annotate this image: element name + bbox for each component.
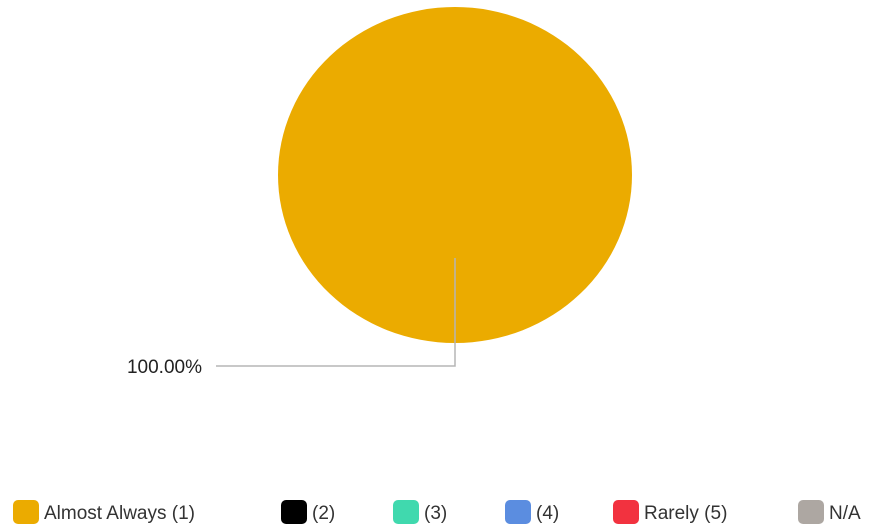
legend-label-3: (3) [424, 503, 447, 524]
legend-item-6: N/A [798, 500, 861, 524]
legend-item-2: (2) [281, 500, 335, 524]
pie-slices [278, 7, 632, 343]
legend-item-5: Rarely (5) [613, 500, 727, 524]
legend-label-6: N/A [829, 503, 861, 524]
legend: Almost Always (1) (2) (3) (4) Rarely (5) N/A [13, 500, 861, 524]
legend-swatch-6 [798, 500, 824, 524]
legend-swatch-3 [393, 500, 419, 524]
leader-line-1 [216, 258, 456, 367]
legend-item-4: (4) [505, 500, 559, 524]
legend-swatch-1 [13, 500, 39, 524]
legend-swatch-5 [613, 500, 639, 524]
legend-swatch-2 [281, 500, 307, 524]
data-labels: 100.00% [127, 258, 456, 378]
legend-item-3: (3) [393, 500, 447, 524]
legend-label-2: (2) [312, 503, 335, 524]
pie-slice-1 [278, 7, 632, 343]
data-label-1: 100.00% [127, 357, 202, 378]
legend-item-1: Almost Always (1) [13, 500, 195, 524]
legend-label-1: Almost Always (1) [44, 503, 195, 524]
legend-swatch-4 [505, 500, 531, 524]
legend-label-5: Rarely (5) [644, 503, 727, 524]
legend-label-4: (4) [536, 503, 559, 524]
